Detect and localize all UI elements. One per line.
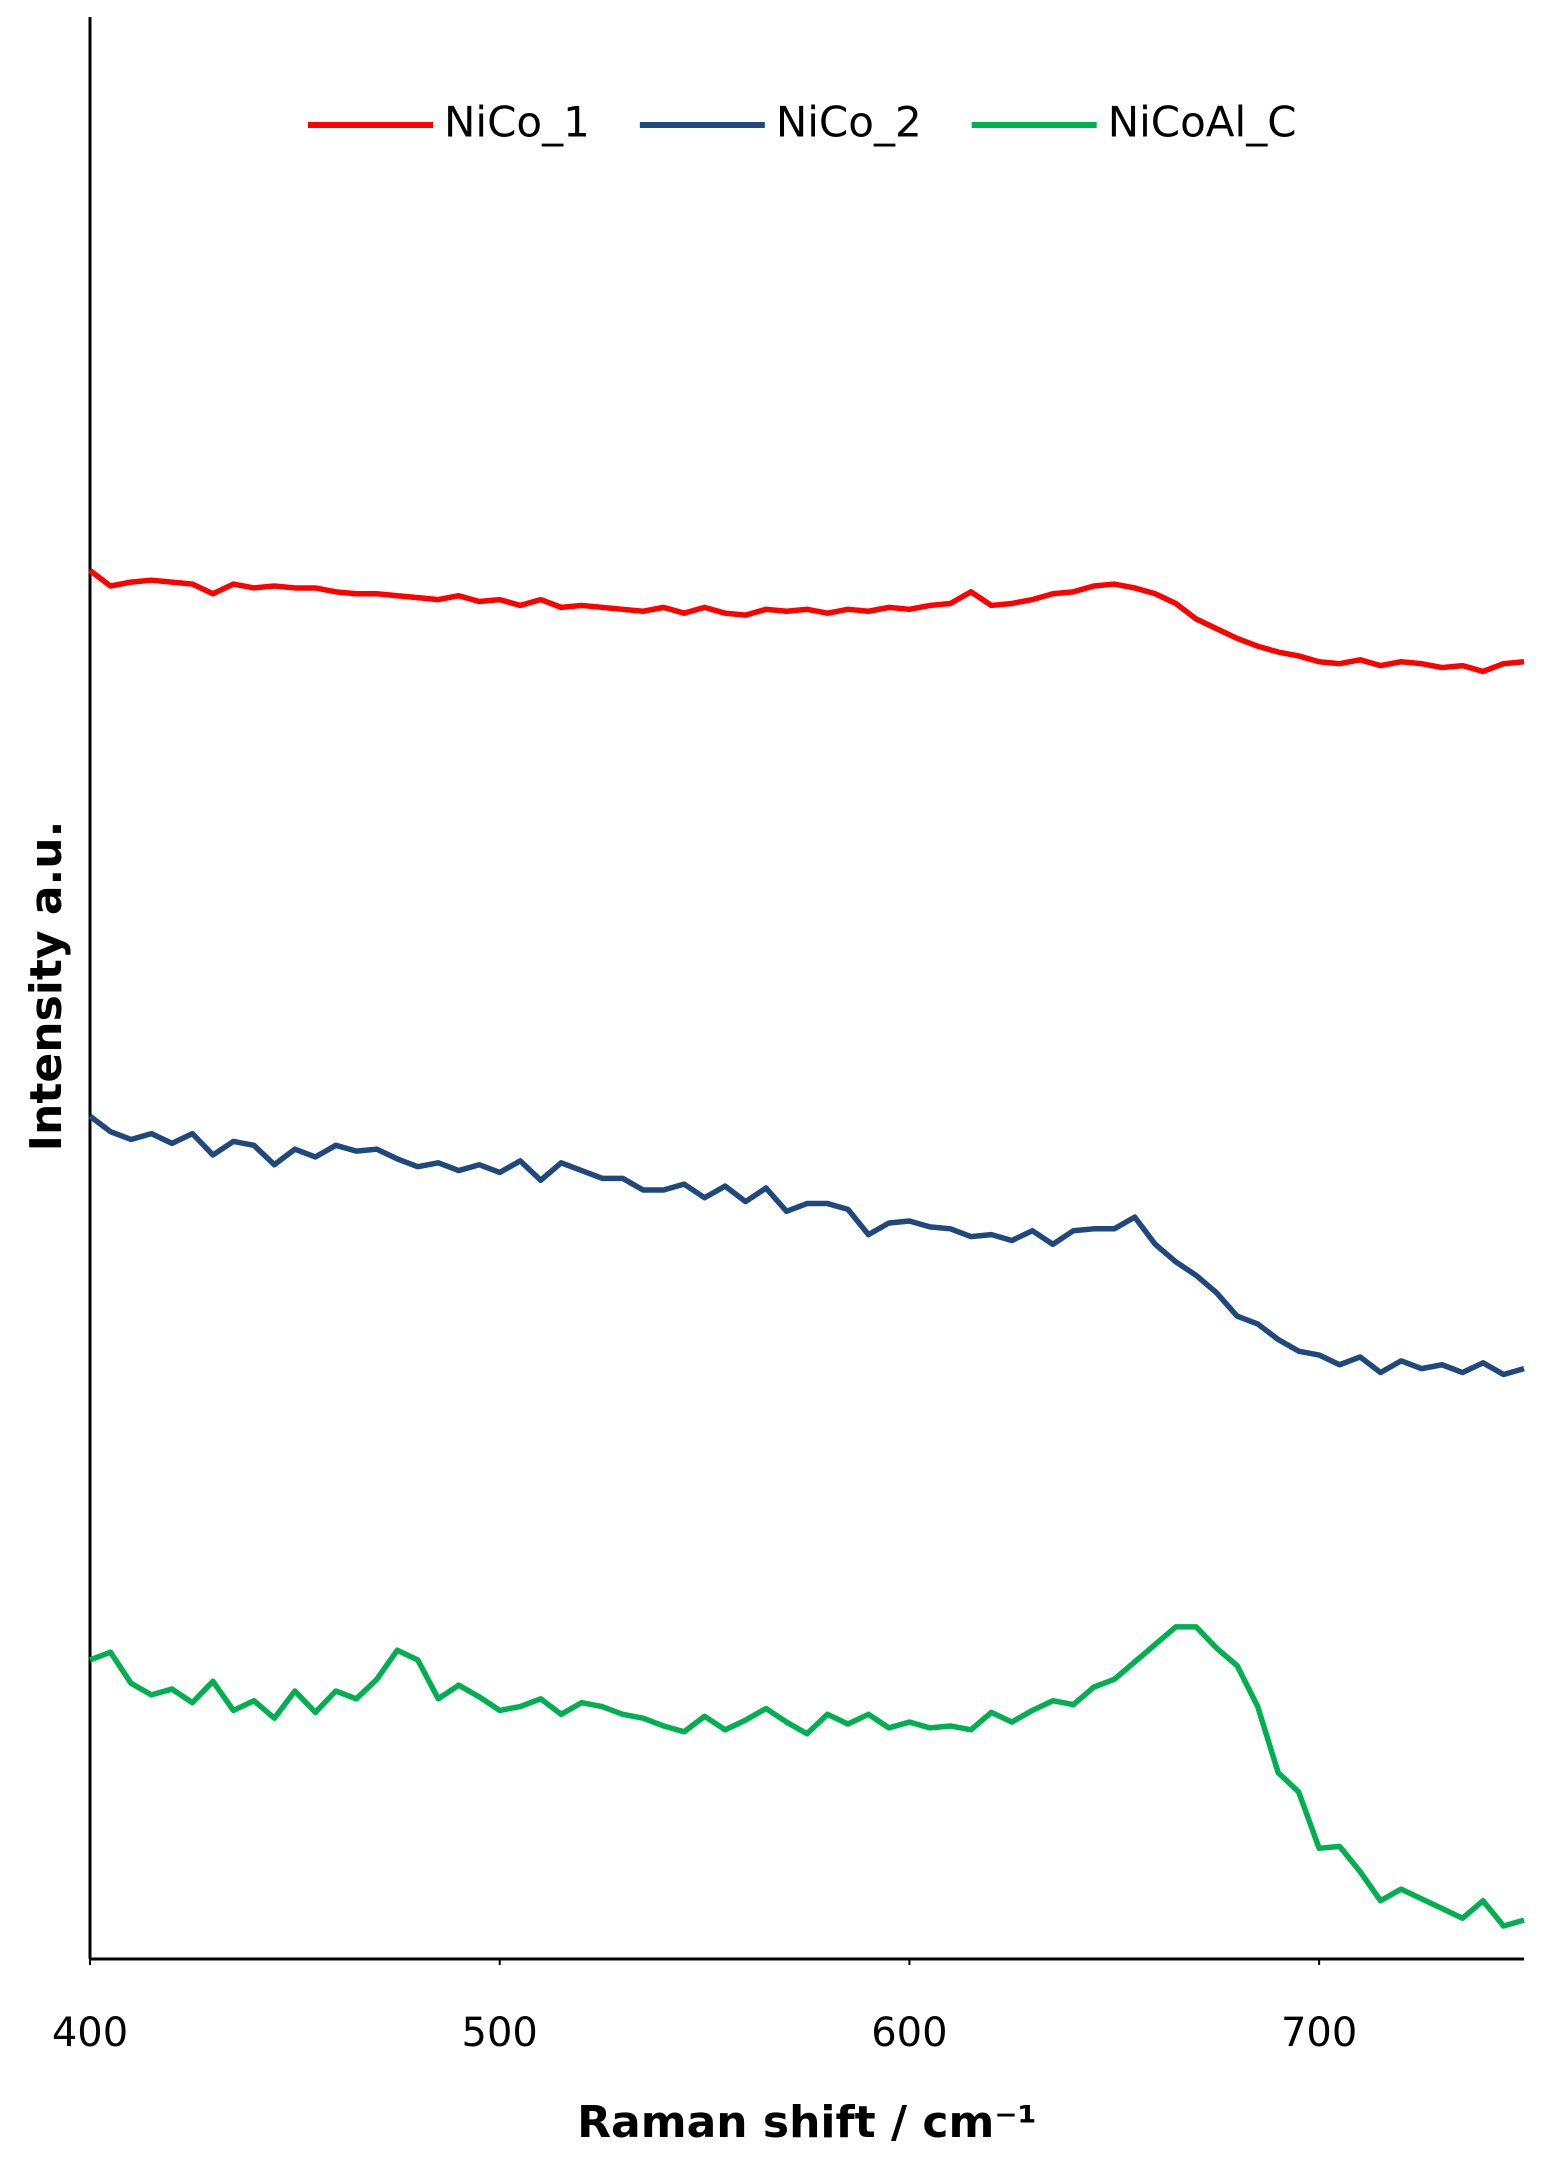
series-line <box>88 568 1525 675</box>
x-axis-title: Raman shift / cm⁻¹ <box>577 2097 1037 2148</box>
x-tick-label: 700 <box>1281 2010 1357 2056</box>
series-line <box>88 1113 1525 1378</box>
x-tick-label: 500 <box>462 2010 538 2056</box>
legend-label: NiCo_1 <box>444 98 590 147</box>
series-line <box>89 1624 1525 1929</box>
y-axis-title: Intensity a.u. <box>21 821 72 1152</box>
legend-label: NiCoAl_C <box>1108 98 1297 147</box>
legend-label: NiCo_2 <box>776 98 922 147</box>
x-tick-label: 400 <box>52 2010 128 2056</box>
x-tick-label: 600 <box>871 2010 947 2056</box>
